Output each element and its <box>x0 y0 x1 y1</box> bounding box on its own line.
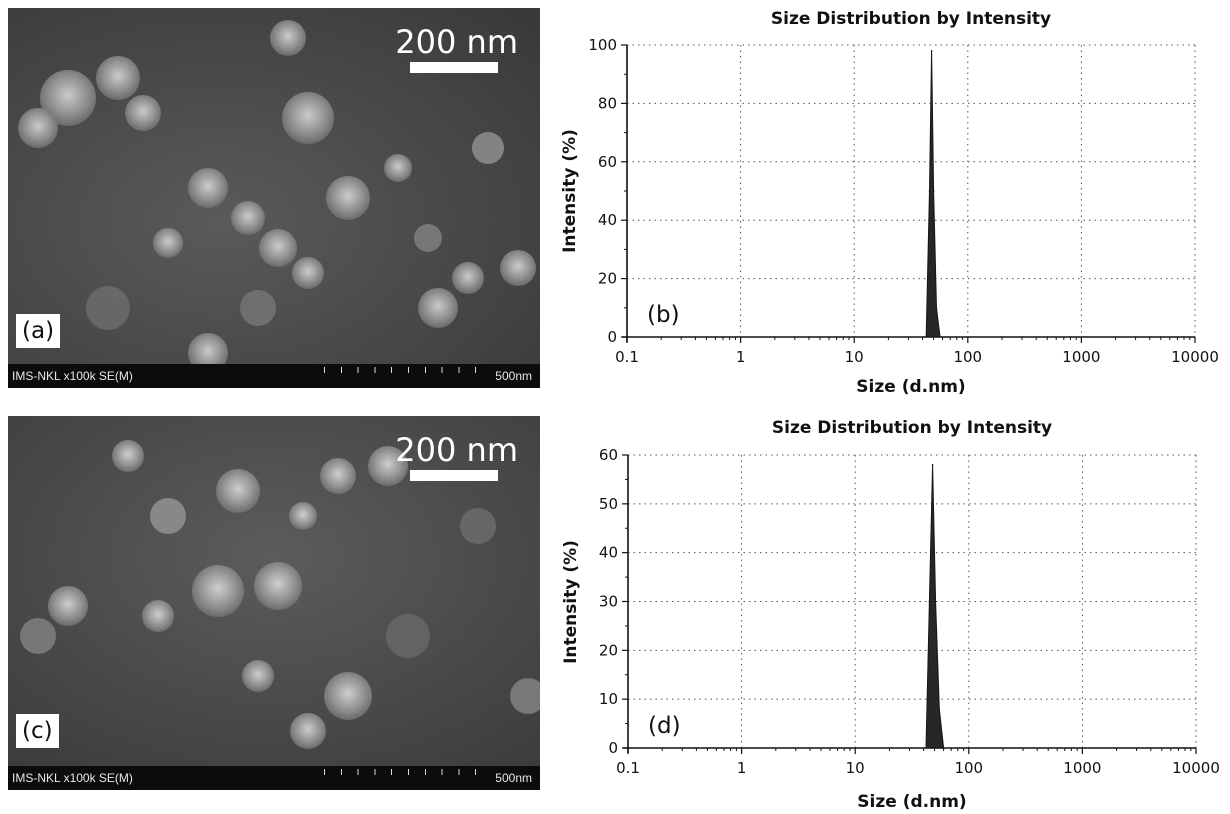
data-point <box>928 190 931 192</box>
y-tick-label: 100 <box>588 36 617 54</box>
x-tick-label: 10000 <box>1171 348 1219 366</box>
y-tick-label: 20 <box>598 270 617 288</box>
data-point <box>939 336 941 338</box>
data-point <box>932 190 935 192</box>
x-tick-label: 0.1 <box>615 348 639 366</box>
panel-label-b: (b) <box>647 302 680 328</box>
plot-area: 0.1 1 10 100 1000 10000 0 20 40 60 80 100 <box>588 36 1219 366</box>
x-tick-label: 0.1 <box>616 759 640 777</box>
panel-label-c: (c) <box>16 714 59 748</box>
chart-title: Size Distribution by Intensity <box>771 9 1051 29</box>
y-tick-label: 30 <box>599 593 618 611</box>
sem-bar-length: 500nm <box>495 369 532 383</box>
panel-label-d: (d) <box>648 713 681 739</box>
size-distribution-chart-b: Size Distribution by Intensity Size (d.n… <box>560 9 1219 397</box>
x-axis-label: Size (d.nm) <box>857 792 966 812</box>
data-point <box>925 747 927 749</box>
x-axis-label: Size (d.nm) <box>856 377 965 397</box>
scale-bar-label: 200 nm <box>395 23 518 61</box>
data-point <box>935 307 938 309</box>
sem-scale-ticks <box>324 769 492 775</box>
sem-info-text: IMS-NKL x100k SE(M) <box>12 369 133 383</box>
data-point <box>942 747 945 749</box>
y-axis-label: Intensity (%) <box>560 129 580 253</box>
x-tick-label: 10000 <box>1172 759 1220 777</box>
y-tick-label: 0 <box>608 739 618 757</box>
data-point <box>931 463 934 466</box>
x-tick-label: 1 <box>736 348 746 366</box>
y-tick-label: 10 <box>599 690 618 708</box>
y-tick-label: 0 <box>607 328 617 346</box>
scale-bar <box>410 470 498 481</box>
sem-info-bar: IMS-NKL x100k SE(M) 500nm <box>8 766 540 790</box>
panel-label-a: (a) <box>16 314 61 348</box>
x-tick-label: 10 <box>845 348 864 366</box>
sem-image-a: 200 nm (a) IMS-NKL x100k SE(M) 500nm <box>8 8 540 388</box>
sem-info-text: IMS-NKL x100k SE(M) <box>12 771 133 785</box>
y-tick-label: 80 <box>598 94 617 112</box>
sem-image-c: 200 nm (c) IMS-NKL x100k SE(M) 500nm <box>8 416 540 790</box>
data-point <box>925 336 927 338</box>
sem-bar-length: 500nm <box>495 771 532 785</box>
distribution-peak <box>925 464 945 749</box>
data-point <box>930 50 933 52</box>
y-tick-label: 50 <box>599 495 618 513</box>
scale-bar <box>410 62 498 73</box>
x-tick-label: 100 <box>953 348 982 366</box>
y-tick-label: 60 <box>598 153 617 171</box>
y-tick-label: 40 <box>598 211 617 229</box>
y-tick-label: 40 <box>599 544 618 562</box>
data-point <box>934 600 937 603</box>
data-point <box>938 708 941 710</box>
size-distribution-chart-d: Size Distribution by Intensity Size (d.n… <box>561 418 1220 812</box>
y-tick-label: 60 <box>599 446 618 464</box>
x-tick-label: 100 <box>954 759 983 777</box>
y-axis-label: Intensity (%) <box>561 540 581 664</box>
chart-title: Size Distribution by Intensity <box>772 418 1052 438</box>
x-tick-label: 10 <box>846 759 865 777</box>
sem-info-bar: IMS-NKL x100k SE(M) 500nm <box>8 364 540 388</box>
data-point <box>928 600 931 603</box>
x-tick-label: 1000 <box>1062 348 1100 366</box>
sem-scale-ticks <box>324 367 492 373</box>
x-tick-label: 1000 <box>1063 759 1101 777</box>
x-tick-label: 1 <box>737 759 747 777</box>
plot-area: 0.1 1 10 100 1000 10000 0 10 20 30 40 50 60 <box>599 446 1220 777</box>
scale-bar-label: 200 nm <box>395 431 518 469</box>
distribution-peak <box>925 50 941 338</box>
y-tick-label: 20 <box>599 641 618 659</box>
